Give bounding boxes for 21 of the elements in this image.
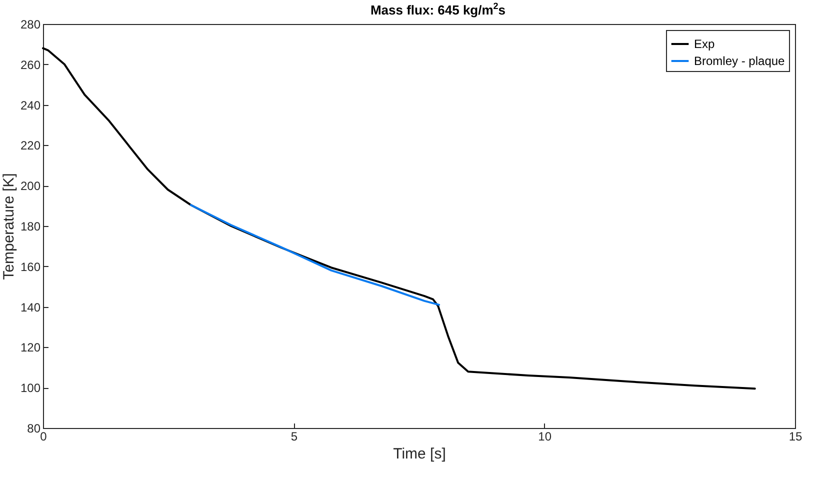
y-tick-label: 180 — [20, 220, 41, 234]
legend-label: Exp — [694, 37, 716, 51]
y-tick-label: 260 — [20, 58, 41, 72]
x-tick-label: 0 — [40, 430, 48, 444]
x-tick-label: 5 — [290, 430, 298, 444]
y-tick-label: 140 — [20, 300, 41, 314]
x-tick-label: 10 — [538, 430, 552, 444]
y-axis-title: Temperature [K] — [0, 173, 18, 280]
y-tick-label: 220 — [20, 138, 41, 153]
y-tick-label: 280 — [20, 18, 41, 32]
y-tick-label: 120 — [20, 340, 41, 355]
y-tick-label: 80 — [27, 422, 41, 436]
y-tick-label: 100 — [20, 381, 41, 396]
y-tick-label: 240 — [20, 98, 41, 112]
chart-title: Mass flux: 645 kg/m$^{2}$s — [369, 1, 507, 18]
line-series — [190, 204, 440, 306]
y-tick-label: 160 — [20, 260, 41, 274]
x-axis-title: Time [s] — [393, 446, 446, 462]
y-tick-label: 200 — [20, 179, 41, 194]
x-tick-label: 15 — [788, 430, 802, 444]
legend-label: Bromley - plaque — [694, 54, 786, 68]
